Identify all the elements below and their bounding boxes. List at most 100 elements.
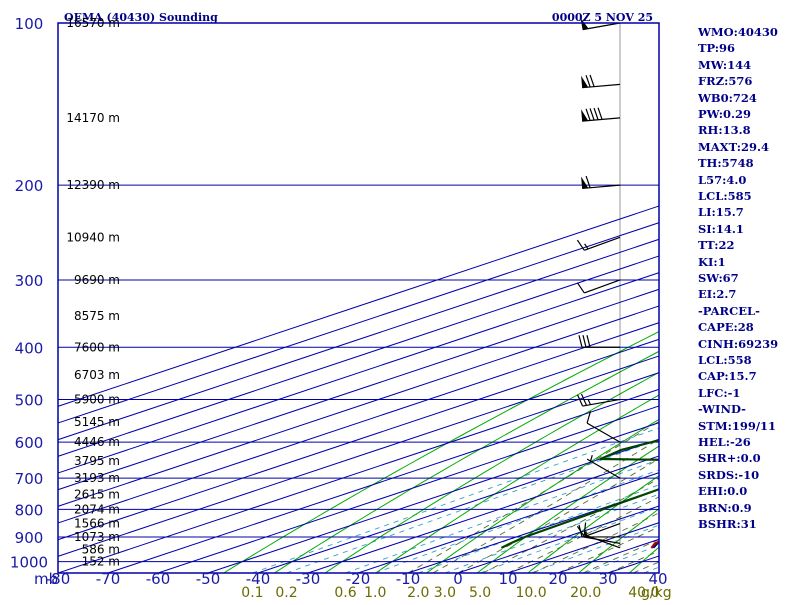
sounding-time: 0000Z 5 NOV 25 [552,11,653,24]
temperature-tick-label: 30 [598,570,617,588]
isotherm [558,23,800,573]
height-label: 2615 m [74,487,120,501]
isotherm [58,23,800,573]
moist-adiabat [583,185,800,573]
height-label: 16570 m [66,16,120,30]
wind-barb-full [577,283,584,293]
temperature-tick-label: -60 [146,570,171,588]
mixing-ratio-label: 40.0 [628,585,659,600]
isotherm [0,23,800,573]
pressure-label: 600 [15,434,44,452]
index-line: SW:67 [698,271,739,285]
grid-layer [0,23,800,573]
axes-layer: OEMA (40430) Sounding 0000Z 5 NOV 25 mb … [34,11,672,600]
pressure-label: 400 [15,339,44,357]
height-label: 12390 m [66,178,120,192]
wind-barb [579,335,620,347]
wind-barb-full [594,108,598,120]
height-label: 6703 m [74,368,120,382]
height-label: 9690 m [74,273,120,287]
wind-barb-full [590,75,594,87]
mixing-ratio-label: 0.2 [275,585,297,600]
index-line: MAXT:29.4 [698,140,769,154]
index-line: CINH:69239 [698,337,778,351]
index-line: -WIND- [698,402,746,416]
index-line: SHR+:0.0 [698,451,761,465]
mixing-ratio-label: 10.0 [515,585,546,600]
pressure-label: 1000 [10,554,48,572]
isotherm [0,23,800,573]
index-line: TP:96 [698,41,735,55]
mixing-ratio-label: 0.1 [241,585,263,600]
index-line: LCL:558 [698,353,752,367]
wind-barb [581,108,620,121]
wind-barb [581,176,620,188]
mixing-ratio-label: 1.0 [364,585,386,600]
index-line: L57:4.0 [698,173,746,187]
index-line: BRN:0.9 [698,501,752,515]
index-line: CAP:15.7 [698,369,757,383]
isotherm [458,23,800,573]
index-line: LI:15.7 [698,205,744,219]
temperature-tick-label: -50 [196,570,221,588]
wind-barbs [577,18,620,548]
index-line: RH:13.8 [698,123,751,137]
height-label: 5145 m [74,415,120,429]
height-label: 3193 m [74,471,120,485]
wind-barb-full [578,395,583,406]
index-line: LFC:-1 [698,386,740,400]
isotherm [0,23,800,573]
pressure-label: 800 [15,501,44,519]
isotherm [0,23,800,573]
wind-barb-half [591,455,593,461]
temperature-tick-label: 20 [548,570,567,588]
wind-barb-full [598,108,602,120]
pressure-label: 500 [15,391,44,409]
wind-barb-staff [584,237,620,250]
pressure-label: 700 [15,470,44,488]
pressure-label: 900 [15,529,44,547]
height-label: 8575 m [74,309,120,323]
index-line: STM:199/11 [698,419,776,433]
index-line: -PARCEL- [698,304,760,318]
temperature-tick-label: -80 [46,570,71,588]
index-line: BSHR:31 [698,517,757,531]
isotherm [0,23,800,573]
pressure-label: 300 [15,272,44,290]
height-label: 2074 m [74,502,120,516]
index-line: MW:144 [698,58,751,72]
index-line: SI:14.1 [698,222,744,236]
pressure-label: 200 [15,177,44,195]
height-label: 14170 m [66,111,120,125]
isotherm [0,23,800,573]
wind-barb-staff [587,423,620,442]
pressure-label: 100 [15,15,44,33]
wind-barb [577,237,620,250]
moist-adiabat [533,185,800,573]
index-line: KI:1 [698,255,726,269]
wind-barb-full [583,335,586,347]
wind-barb-full [587,335,590,347]
height-label: 7600 m [74,340,120,354]
mixing-ratio-label: 5.0 [469,585,491,600]
wind-barb-staff [587,459,620,478]
index-line: TT:22 [698,238,735,252]
height-label: 10940 m [66,230,120,244]
isotherm [0,23,800,573]
index-line: LCL:585 [698,189,752,203]
index-line: EI:2.7 [698,287,736,301]
wind-barb-staff [584,280,620,293]
wind-barb-full [590,108,594,120]
plot-frame [58,23,659,573]
height-label: 4446 m [74,435,120,449]
mixing-ratio-label: 2.0 [407,585,429,600]
dry-adiabat [528,23,800,573]
wind-barb [577,280,620,293]
index-line: PW:0.29 [698,107,751,121]
wind-barb-full [579,335,582,347]
index-line: HEL:-26 [698,435,751,449]
wind-barb [581,75,620,88]
isotherm [0,23,800,573]
